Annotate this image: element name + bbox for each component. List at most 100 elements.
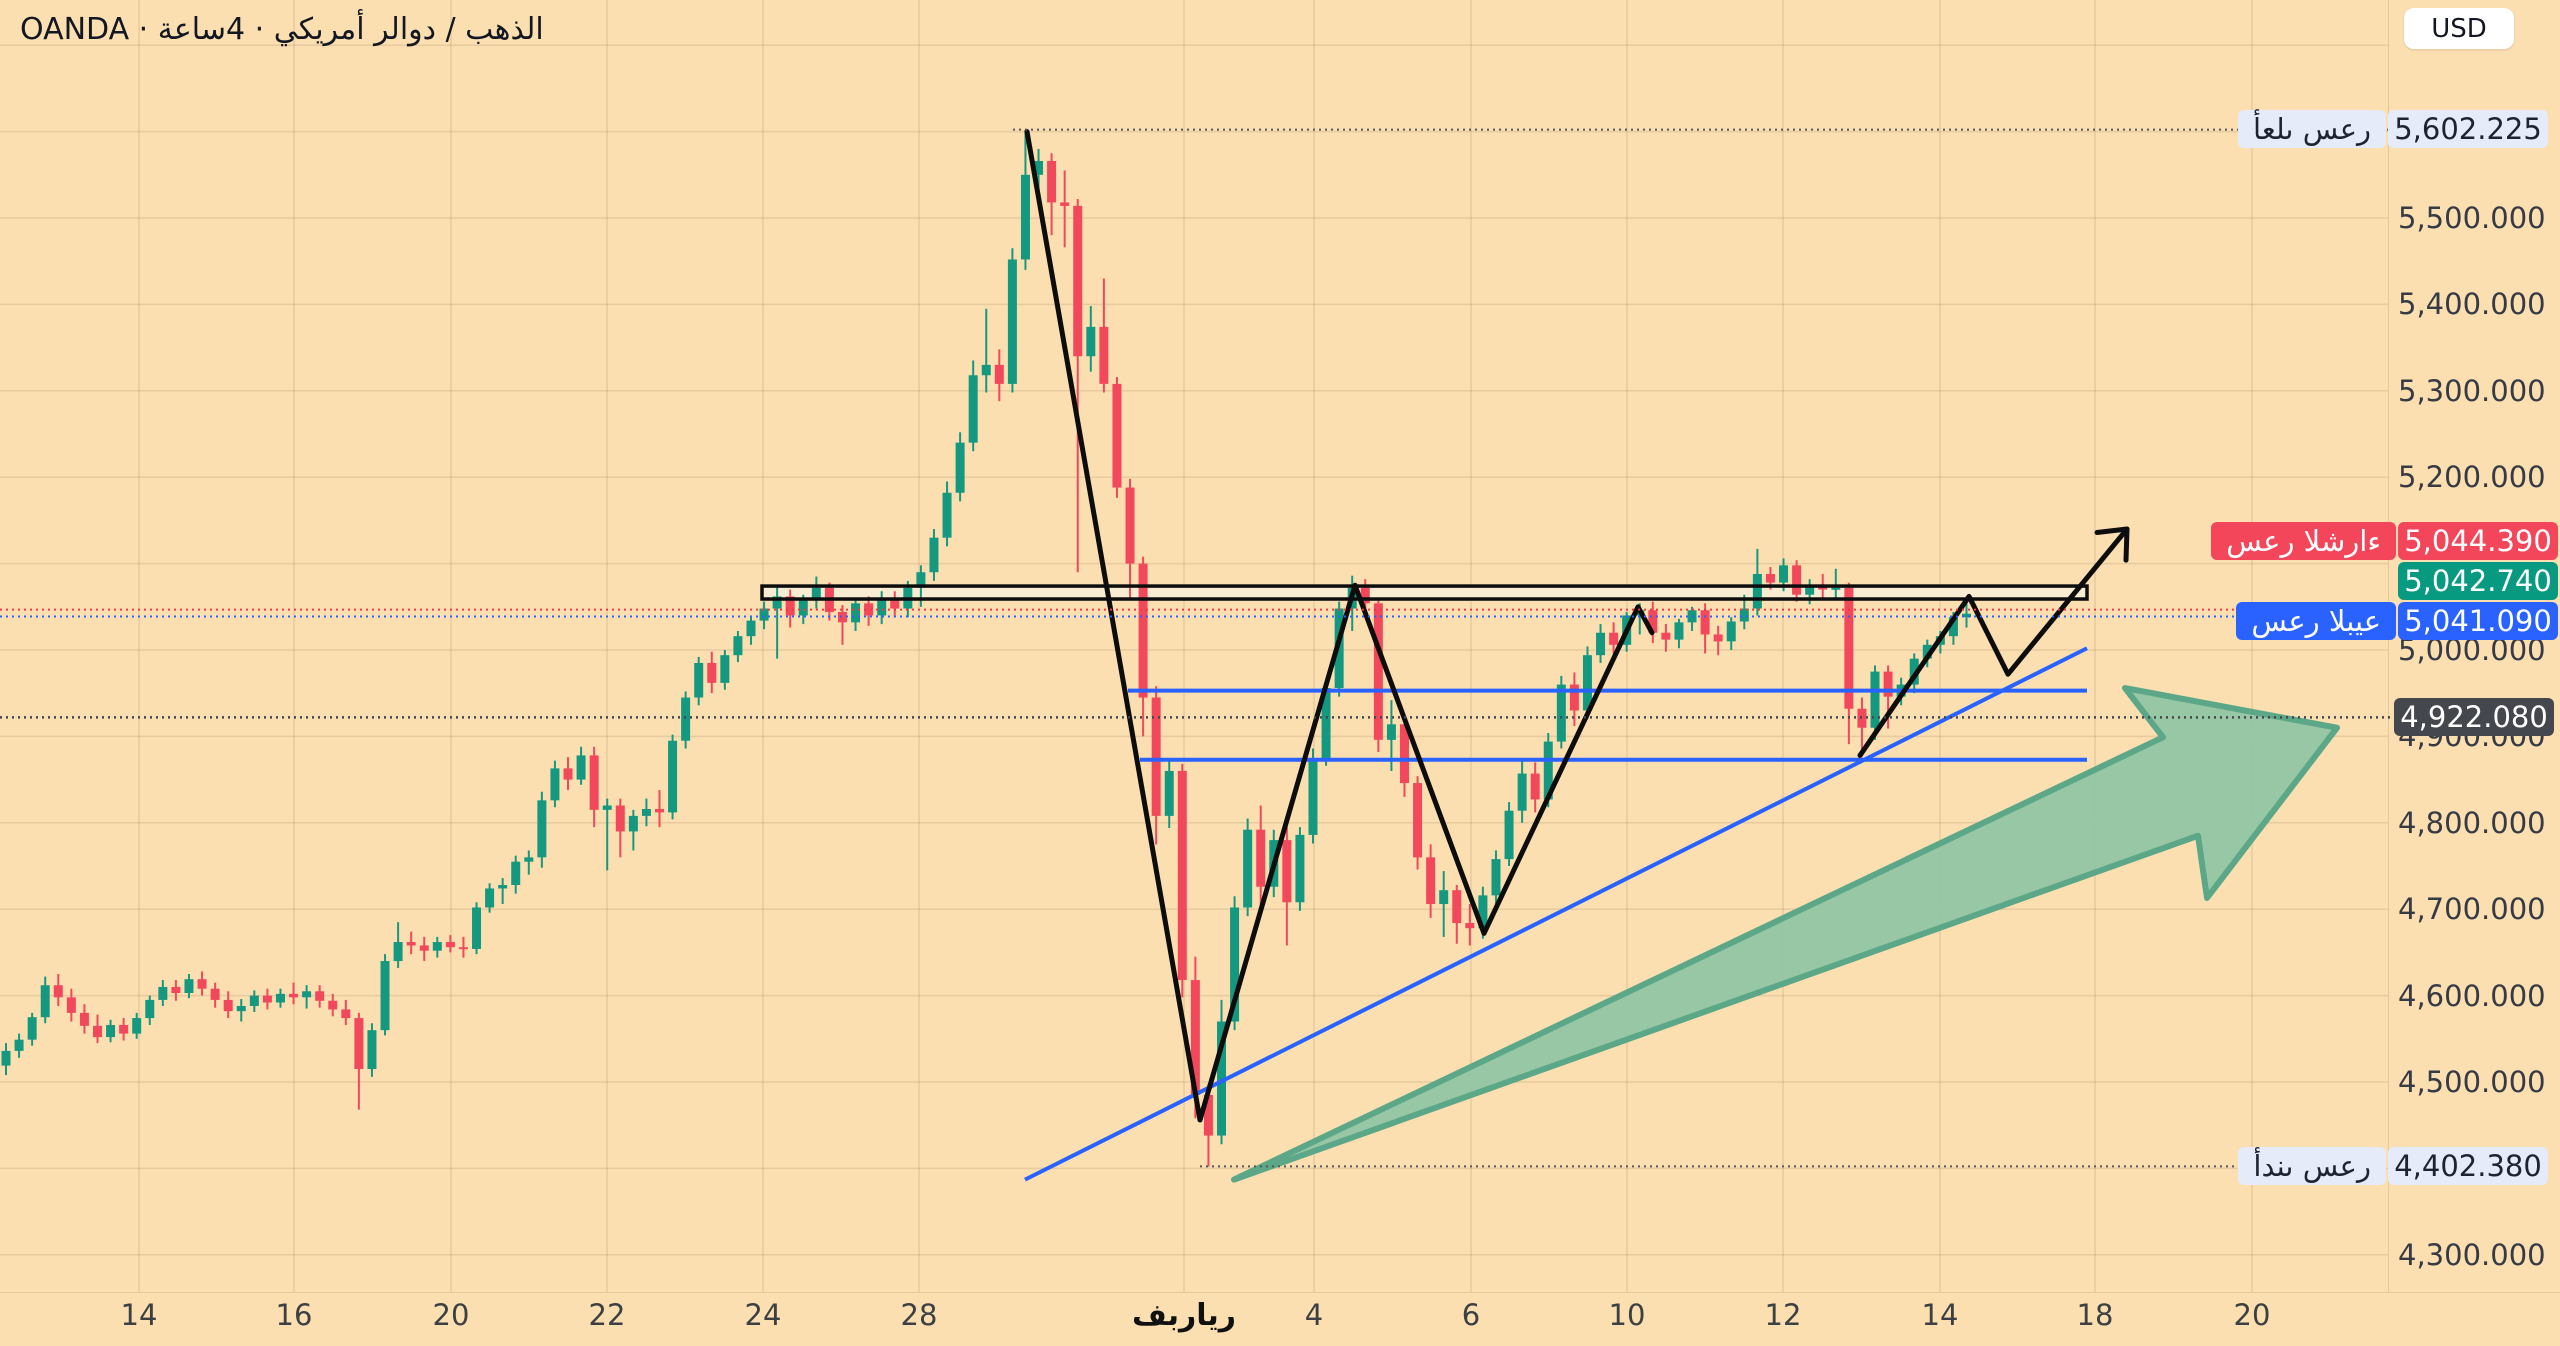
forecast-arrowhead (2094, 526, 2130, 535)
candle-body (929, 537, 939, 573)
price-tick-label: 4,600.000 (2398, 978, 2546, 1013)
currency-button[interactable]: USD (2404, 8, 2514, 49)
candle-body (968, 375, 978, 443)
candle-body (681, 697, 691, 741)
candle-body (1112, 383, 1122, 488)
sell-price-value: 5,041.090 (2398, 602, 2558, 640)
candle-body (262, 995, 272, 1003)
green-projection-arrow (1231, 685, 2340, 1183)
lowest-price-value: 4,402.380 (2388, 1147, 2548, 1185)
resistance-box-fill (762, 586, 2087, 600)
candle-body (432, 942, 442, 951)
candle-body (942, 492, 952, 538)
buy-price-caption: سعر الشراء (2211, 522, 2396, 560)
candle-body (1596, 632, 1606, 656)
candle-body (746, 620, 756, 637)
candle-body (955, 442, 965, 493)
candle-body (1582, 655, 1592, 711)
candle-body (158, 986, 168, 1000)
current-price-label: 5,042.740 (2398, 562, 2558, 600)
candle-body (1321, 688, 1331, 758)
candle-body (145, 999, 155, 1019)
price-tick-label: 5,400.000 (2398, 287, 2546, 322)
candle-body (472, 907, 482, 949)
candle-body (406, 942, 416, 946)
price-tick-label: 4,800.000 (2398, 805, 2546, 840)
lowest-price-caption: أدنى سعر (2238, 1147, 2386, 1185)
candle-body (315, 991, 325, 1001)
candle-body (210, 988, 220, 1000)
candle-body (1726, 621, 1736, 642)
candle-body (236, 1005, 246, 1012)
candle-body (184, 979, 194, 994)
candle-body (1805, 585, 1815, 595)
candle-body (615, 805, 625, 832)
candle-body (1870, 671, 1880, 728)
candle-body (916, 572, 926, 588)
candle-body (40, 985, 50, 1018)
candle-body (1373, 603, 1383, 740)
candle-body (1530, 773, 1540, 800)
candle-body (1282, 840, 1292, 903)
candle-body (1465, 923, 1475, 929)
candle-body (720, 655, 730, 683)
candle-body (1138, 563, 1148, 698)
candle-body (27, 1017, 37, 1040)
candle-body (367, 1030, 377, 1070)
candle-body (602, 805, 612, 810)
price-tick-label: 5,500.000 (2398, 201, 2546, 235)
candle-body (576, 755, 586, 780)
candle-body (1243, 829, 1253, 908)
candle-body (1164, 770, 1174, 816)
price-axis-separator (2388, 0, 2389, 1292)
time-tick-label: 18 (2076, 1298, 2114, 1332)
time-tick-label: 16 (275, 1298, 313, 1332)
candle-body (1765, 573, 1775, 583)
candle-body (1399, 724, 1409, 784)
candle-body (1517, 773, 1527, 811)
candle-body (498, 885, 508, 889)
candle-body (981, 364, 991, 376)
candle-body (53, 985, 63, 998)
time-tick-label: فبراير (1131, 1298, 1237, 1333)
symbol-title[interactable]: OANDA · ةعاس4 · يكيرمأ رلاود / بهذلا (20, 12, 544, 47)
candle-body (66, 997, 76, 1013)
time-tick-label: 28 (900, 1298, 938, 1332)
candle-body (1426, 857, 1436, 905)
candle-body (589, 755, 599, 810)
candle-body (1099, 326, 1109, 384)
candle-body (785, 596, 795, 616)
current-price-value: 5,042.740 (2398, 562, 2558, 600)
candle-body (380, 961, 390, 1031)
time-tick-label: 6 (1461, 1298, 1481, 1332)
time-tick-label: 14 (1921, 1298, 1959, 1332)
candle-body (1125, 487, 1135, 564)
marked-price-label: 4,922.080 (2394, 698, 2554, 736)
time-tick-label: 20 (432, 1298, 470, 1332)
candle-body (485, 888, 495, 908)
candle-body (1543, 741, 1553, 800)
candle-body (328, 1000, 338, 1010)
candle-body (249, 995, 259, 1006)
forecast-arrowhead (2123, 526, 2130, 563)
candle-body (1752, 573, 1762, 609)
candle-body (1308, 758, 1318, 835)
candle-body (798, 599, 808, 616)
marked-price-value: 4,922.080 (2394, 698, 2554, 736)
highest-price-label: أعلى سعر 5,602.225 (2238, 110, 2548, 148)
candle-body (759, 608, 769, 621)
candle-body (994, 364, 1004, 384)
candle-body (1047, 160, 1057, 203)
candle-body (1177, 770, 1187, 981)
candle-body (1151, 697, 1161, 816)
candle-body (1060, 202, 1070, 206)
highest-price-caption: أعلى سعر (2238, 110, 2386, 148)
candle-body (550, 768, 560, 801)
candle-body (1256, 829, 1266, 887)
candle-body (811, 587, 821, 600)
candle-body (1883, 671, 1893, 697)
candle-body (106, 1024, 116, 1038)
candle-body (864, 603, 874, 616)
